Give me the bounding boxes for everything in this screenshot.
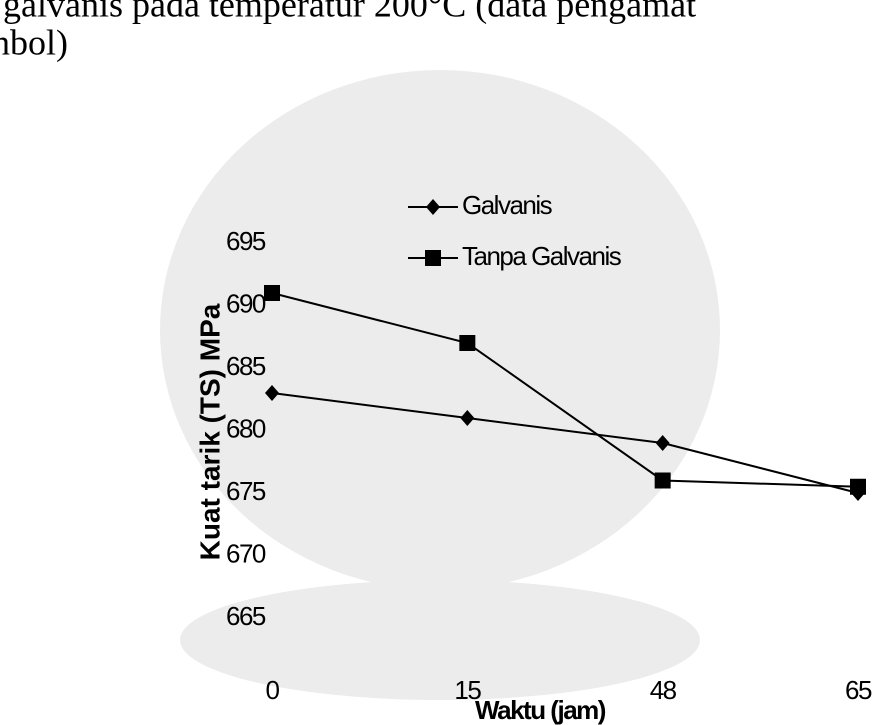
y-tick-label: 690 xyxy=(226,288,266,318)
y-tick-label: 695 xyxy=(226,226,266,256)
marker xyxy=(459,335,475,351)
legend-label: Tanpa Galvanis xyxy=(462,241,622,271)
y-tick-label: 670 xyxy=(226,538,266,568)
x-tick-label: 15 xyxy=(454,675,481,705)
chart: wisan galvanis pada temperatur 200°C (da… xyxy=(0,0,875,725)
y-tick-label: 665 xyxy=(226,601,266,631)
marker xyxy=(264,285,280,301)
caption-line: nbol) xyxy=(0,22,68,62)
x-axis-label: Waktu (jam) xyxy=(475,695,606,725)
legend-marker xyxy=(425,250,441,266)
x-tick-label: 65 xyxy=(845,675,872,705)
y-tick-label: 680 xyxy=(226,413,266,443)
caption-line: wisan galvanis pada temperatur 200°C (da… xyxy=(0,0,696,24)
marker xyxy=(850,479,866,495)
y-tick-label: 675 xyxy=(226,476,266,506)
y-tick-label: 685 xyxy=(226,351,266,381)
legend-label: Galvanis xyxy=(462,190,553,220)
y-axis-label: Kuat tarik (TS) MPa xyxy=(194,303,225,560)
page: wisan galvanis pada temperatur 200°C (da… xyxy=(0,0,875,725)
x-tick-label: 0 xyxy=(266,675,280,705)
marker xyxy=(655,473,671,489)
x-tick-label: 48 xyxy=(650,675,677,705)
